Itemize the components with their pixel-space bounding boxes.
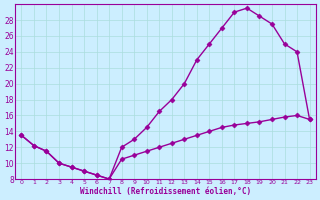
- X-axis label: Windchill (Refroidissement éolien,°C): Windchill (Refroidissement éolien,°C): [80, 187, 251, 196]
